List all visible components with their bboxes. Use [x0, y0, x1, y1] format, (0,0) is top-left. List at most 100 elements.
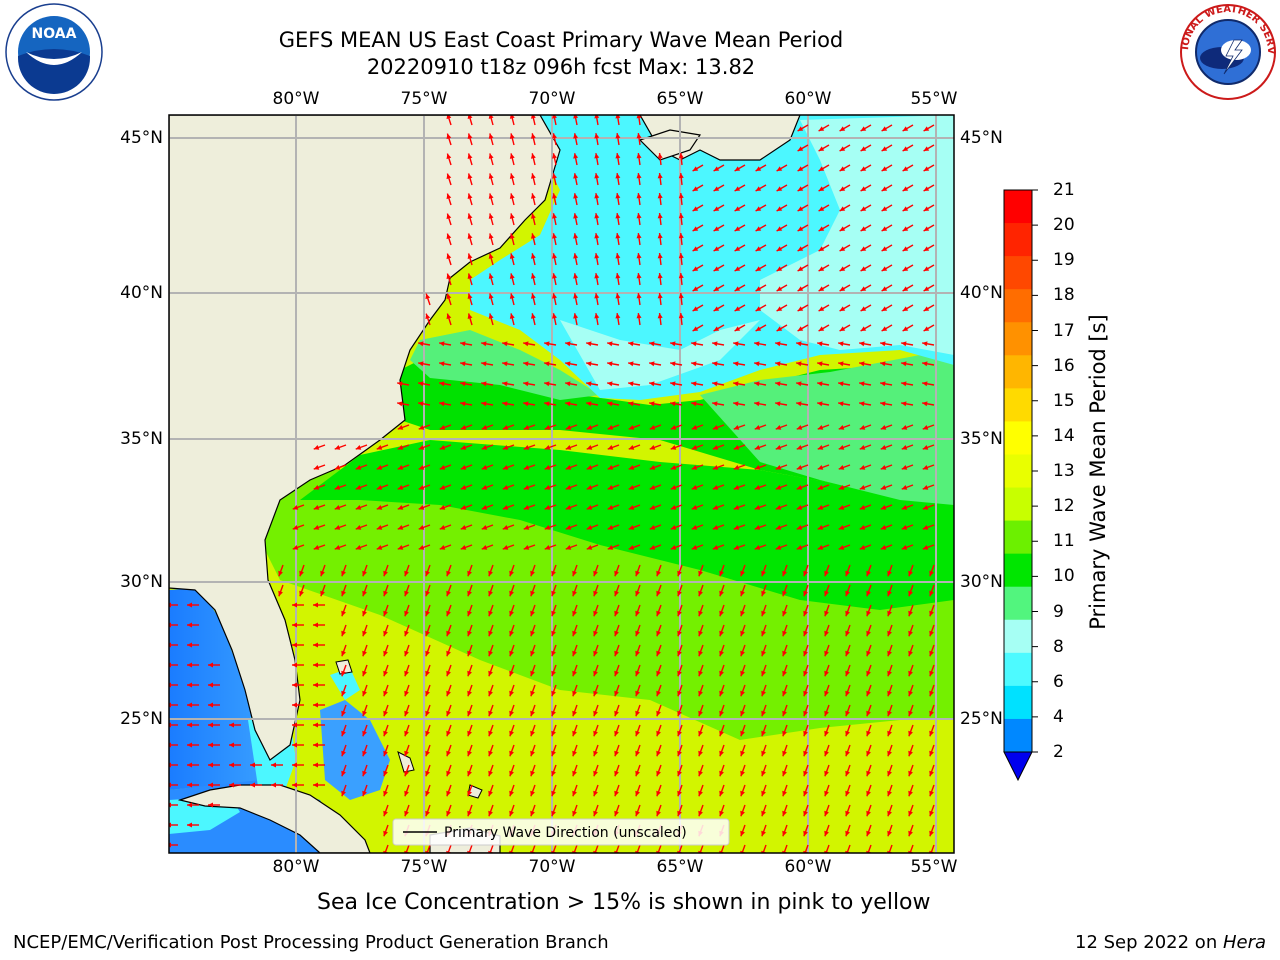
wave-arrow-head — [803, 670, 808, 677]
wave-arrow-head — [551, 750, 556, 757]
wave-arrow-head — [362, 630, 367, 637]
wave-arrow-head — [712, 341, 718, 347]
wave-arrow-head — [530, 650, 535, 657]
wave-arrow-head — [229, 782, 234, 788]
colorbar-cell — [1004, 487, 1032, 522]
wave-arrow-head — [761, 790, 766, 797]
wave-arrow-head — [719, 770, 724, 777]
colorbar-cell — [1004, 454, 1032, 489]
wave-arrow-head — [838, 381, 844, 387]
wave-arrow-head — [509, 770, 514, 777]
wave-arrow-head — [586, 341, 592, 347]
wave-arrow-head — [860, 186, 867, 191]
wave-arrow-head — [573, 133, 579, 139]
wave-arrow — [489, 844, 494, 853]
wave-arrow-head — [509, 293, 515, 299]
wave-arrow-head — [803, 750, 808, 757]
wave-arrow-head — [509, 750, 514, 757]
wave-arrow-head — [628, 525, 635, 530]
wave-arrow-head — [670, 525, 677, 530]
wave-arrow-head — [776, 306, 783, 311]
wave-arrow-head — [551, 670, 556, 677]
wave-arrow-head — [467, 650, 472, 657]
wave-arrow — [804, 844, 809, 853]
wave-arrow-head — [839, 146, 846, 151]
wave-arrow-head — [509, 193, 515, 199]
wave-arrow-head — [635, 750, 640, 757]
wave-arrow-head — [607, 445, 614, 450]
wave-arrow-head — [922, 545, 929, 550]
wave-arrow-head — [573, 115, 579, 119]
wave-arrow-head — [838, 341, 844, 347]
wave-arrow-head — [439, 505, 446, 510]
wave-arrow-head — [881, 146, 888, 151]
wave-arrow-head — [551, 770, 556, 777]
wave-arrow-head — [615, 133, 621, 139]
wave-arrow-head — [923, 286, 930, 291]
colorbar-tick-label: 11 — [1053, 531, 1075, 552]
lon-label-top: 55°W — [910, 89, 958, 109]
wave-arrow-head — [404, 590, 409, 597]
wave-arrow-head — [208, 742, 213, 748]
wave-arrow-head — [782, 570, 787, 577]
wave-arrow-head — [362, 570, 367, 577]
wave-arrow-head — [467, 770, 472, 777]
wave-arrow-head — [902, 126, 909, 131]
wave-arrow-head — [530, 730, 535, 737]
wave-arrow-head — [845, 710, 850, 717]
colorbar-cell — [1004, 685, 1032, 720]
wave-arrow-head — [593, 610, 598, 617]
wave-arrow-head — [929, 570, 934, 577]
wave-arrow-head — [657, 313, 663, 319]
wave-arrow-head — [929, 690, 934, 697]
wave-arrow-head — [818, 166, 825, 171]
wave-arrow-head — [383, 650, 388, 657]
wave-arrow-head — [509, 115, 515, 119]
wave-arrow-head — [866, 610, 871, 617]
wave-arrow-head — [818, 226, 825, 231]
wave-arrow-head — [187, 622, 192, 628]
wave-arrow-head — [383, 610, 388, 617]
wave-arrow-head — [929, 650, 934, 657]
wave-arrow-head — [572, 810, 577, 817]
wave-arrow-head — [818, 126, 825, 131]
wave-arrow-head — [775, 401, 781, 407]
wave-arrow-head — [614, 730, 619, 737]
wave-arrow-head — [425, 630, 430, 637]
wave-arrow-head — [593, 590, 598, 597]
wave-arrow-head — [636, 173, 642, 179]
wave-arrow-head — [797, 146, 804, 151]
wave-arrow-head — [922, 485, 929, 490]
wave-arrow-head — [572, 690, 577, 697]
wave-arrow-head — [439, 545, 446, 550]
wave-arrow-head — [839, 286, 846, 291]
wave-arrow-head — [776, 246, 783, 251]
wave-arrow-head — [615, 153, 621, 159]
wave-arrow-head — [552, 213, 557, 219]
wave-arrow-head — [565, 485, 572, 490]
wave-arrow-head — [713, 186, 720, 191]
wave-arrow-head — [572, 790, 577, 797]
wave-arrow-head — [649, 545, 656, 550]
wave-arrow-head — [509, 213, 515, 219]
wave-arrow-head — [740, 630, 745, 637]
wave-arrow-head — [446, 670, 451, 677]
wave-arrow-head — [636, 253, 642, 259]
wave-arrow-head — [573, 173, 579, 179]
wave-arrow-head — [425, 313, 431, 320]
wave-arrow-head — [523, 545, 530, 550]
wave-arrow-head — [418, 525, 425, 530]
wave-arrow-head — [908, 630, 913, 637]
wave-arrow-head — [880, 425, 887, 430]
wave-arrow-head — [439, 381, 445, 387]
wave-arrow-head — [565, 525, 572, 530]
wave-arrow-head — [901, 425, 908, 430]
lat-label-left: 45°N — [120, 128, 163, 148]
wave-arrow-head — [628, 425, 635, 430]
wave-arrow-head — [594, 153, 600, 159]
wave-arrow-head — [418, 401, 424, 407]
colorbar-cell — [1004, 289, 1032, 323]
wave-arrow-head — [719, 790, 724, 797]
wave-arrow-head — [845, 590, 850, 597]
wave-arrow-head — [698, 770, 703, 777]
